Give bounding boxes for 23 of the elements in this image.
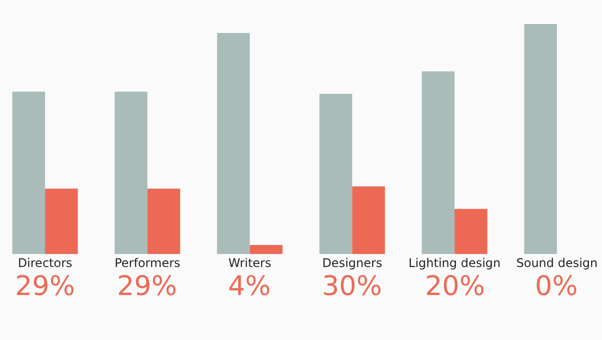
bar xyxy=(12,92,46,254)
data-label: 4% xyxy=(228,271,271,302)
bar xyxy=(250,244,283,254)
bar xyxy=(114,92,148,254)
bar xyxy=(454,208,488,254)
bar xyxy=(422,71,455,254)
bar xyxy=(319,94,352,254)
bar xyxy=(147,188,180,254)
x-tick-label: Designers xyxy=(322,256,382,270)
x-tick-label: Performers xyxy=(114,256,180,270)
x-tick-label: Lighting design xyxy=(408,256,501,270)
data-label: 20% xyxy=(425,271,486,302)
x-tick-label: Writers xyxy=(228,256,272,270)
data-label: 30% xyxy=(322,271,382,302)
x-tick-label: Sound design xyxy=(516,256,598,270)
bar xyxy=(524,24,557,254)
data-label: 29% xyxy=(117,271,178,302)
x-tick-label: Directors xyxy=(18,256,72,270)
data-label: 29% xyxy=(15,271,76,302)
bar xyxy=(45,188,78,254)
data-label: 0% xyxy=(535,271,578,302)
bar xyxy=(352,186,385,254)
bar xyxy=(217,33,250,254)
